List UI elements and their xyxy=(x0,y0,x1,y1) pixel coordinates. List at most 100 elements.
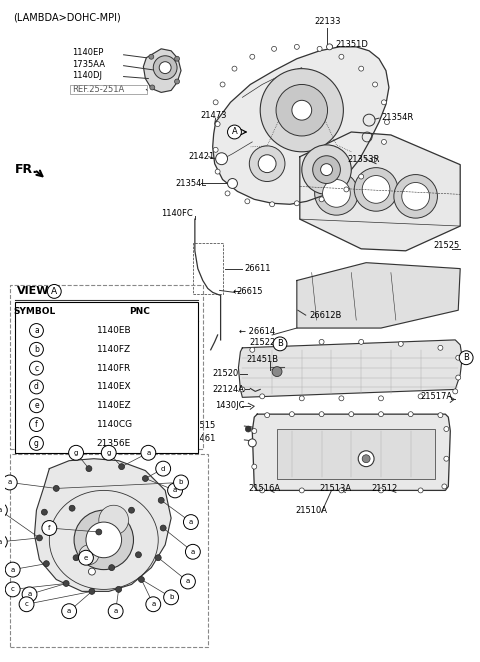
Circle shape xyxy=(418,394,423,399)
Circle shape xyxy=(30,399,43,412)
Circle shape xyxy=(294,201,300,206)
Circle shape xyxy=(30,361,43,375)
Circle shape xyxy=(438,412,443,418)
Circle shape xyxy=(119,463,125,469)
Text: 21354L: 21354L xyxy=(175,179,206,188)
Text: 21461: 21461 xyxy=(189,434,216,444)
Circle shape xyxy=(86,522,121,557)
Circle shape xyxy=(30,324,43,338)
Circle shape xyxy=(153,56,177,79)
Text: 21512: 21512 xyxy=(371,484,397,493)
Circle shape xyxy=(108,604,123,618)
Polygon shape xyxy=(297,263,460,328)
Text: 22133: 22133 xyxy=(315,17,341,26)
Text: a: a xyxy=(151,601,156,607)
Circle shape xyxy=(326,44,333,50)
Text: a: a xyxy=(34,326,39,335)
Circle shape xyxy=(30,418,43,432)
Circle shape xyxy=(300,488,304,493)
Circle shape xyxy=(408,412,413,416)
Text: 21516A: 21516A xyxy=(248,484,280,493)
Circle shape xyxy=(379,396,384,401)
Circle shape xyxy=(69,446,84,460)
Circle shape xyxy=(260,488,264,493)
Text: VIEW: VIEW xyxy=(17,287,49,297)
Circle shape xyxy=(86,465,92,471)
Circle shape xyxy=(382,140,386,144)
Text: PNC: PNC xyxy=(130,307,150,316)
Circle shape xyxy=(232,66,237,71)
Text: 1140FZ: 1140FZ xyxy=(97,345,131,354)
Circle shape xyxy=(185,544,200,559)
Text: A: A xyxy=(231,128,237,136)
Circle shape xyxy=(2,475,17,490)
Circle shape xyxy=(438,346,443,350)
Text: 1735AA: 1735AA xyxy=(72,60,105,69)
Circle shape xyxy=(442,484,447,489)
Text: 1140CG: 1140CG xyxy=(97,420,133,429)
Circle shape xyxy=(272,367,282,377)
Text: g: g xyxy=(34,439,39,448)
Circle shape xyxy=(228,179,238,189)
Circle shape xyxy=(362,455,370,463)
Circle shape xyxy=(279,342,285,346)
Circle shape xyxy=(294,44,300,50)
Circle shape xyxy=(73,555,79,561)
Circle shape xyxy=(215,169,220,174)
Circle shape xyxy=(220,82,225,87)
Polygon shape xyxy=(144,49,181,93)
Circle shape xyxy=(30,436,43,450)
Text: REF.25-251A: REF.25-251A xyxy=(72,85,124,94)
Text: e: e xyxy=(34,401,39,410)
Circle shape xyxy=(292,101,312,120)
Circle shape xyxy=(74,510,133,569)
Circle shape xyxy=(444,426,449,432)
Circle shape xyxy=(319,197,324,202)
Circle shape xyxy=(63,581,69,587)
Circle shape xyxy=(160,525,166,531)
Text: 21520: 21520 xyxy=(213,369,239,378)
Text: ← 26614: ← 26614 xyxy=(240,328,276,336)
Circle shape xyxy=(30,380,43,394)
Text: 1140EB: 1140EB xyxy=(97,326,132,335)
Circle shape xyxy=(109,565,115,571)
Circle shape xyxy=(260,394,264,399)
Circle shape xyxy=(344,187,349,192)
Circle shape xyxy=(143,475,148,481)
Text: b: b xyxy=(169,594,173,600)
Circle shape xyxy=(43,561,49,567)
Circle shape xyxy=(175,56,180,61)
Circle shape xyxy=(245,426,252,432)
Circle shape xyxy=(89,589,95,594)
Circle shape xyxy=(30,342,43,356)
Circle shape xyxy=(42,520,57,536)
Circle shape xyxy=(180,574,195,589)
Text: a: a xyxy=(186,579,190,585)
Circle shape xyxy=(354,167,398,211)
Text: a: a xyxy=(11,567,15,573)
Text: 21513A: 21513A xyxy=(320,484,352,493)
Circle shape xyxy=(359,66,364,71)
Bar xyxy=(10,453,208,647)
Circle shape xyxy=(402,183,430,211)
Text: a: a xyxy=(146,449,150,455)
Circle shape xyxy=(321,164,333,175)
Circle shape xyxy=(300,396,304,401)
Polygon shape xyxy=(252,414,450,491)
Text: a: a xyxy=(8,479,12,485)
Circle shape xyxy=(22,587,37,602)
Circle shape xyxy=(168,483,182,498)
Circle shape xyxy=(69,505,75,511)
Text: a: a xyxy=(0,507,2,513)
Circle shape xyxy=(359,174,364,179)
Circle shape xyxy=(453,389,458,394)
Text: 1140FR: 1140FR xyxy=(97,363,131,373)
Text: d: d xyxy=(34,383,39,391)
Circle shape xyxy=(272,46,276,52)
Bar xyxy=(277,429,435,479)
Text: 21522B: 21522B xyxy=(249,338,281,348)
Circle shape xyxy=(0,534,7,549)
Circle shape xyxy=(158,497,164,503)
Bar xyxy=(70,85,147,95)
Circle shape xyxy=(96,529,102,535)
